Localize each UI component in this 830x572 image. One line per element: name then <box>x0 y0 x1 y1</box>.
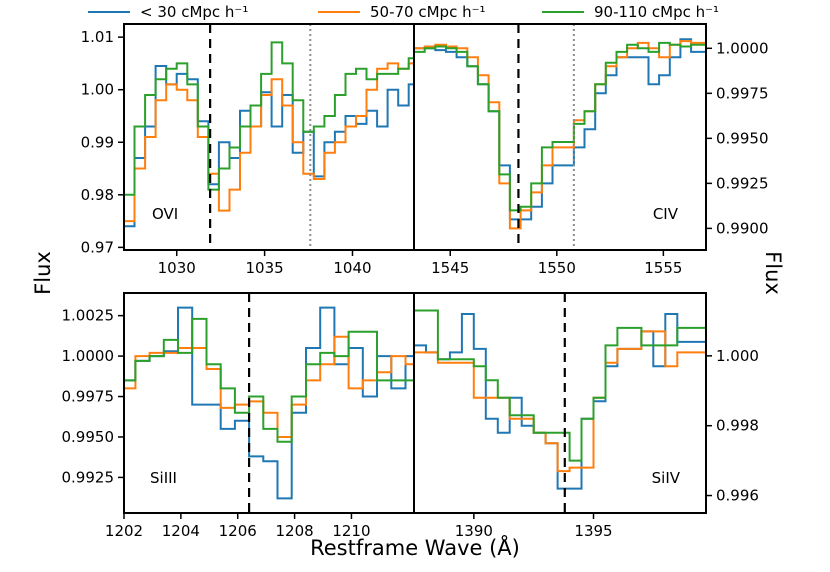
y-tick-label-civ: 0.9925 <box>716 174 769 192</box>
panel-civ: 1545 1550 1555 0.9900 0.9925 0.9950 0.9975 1.00… <box>413 23 769 277</box>
series-line-civ-1 <box>414 40 706 230</box>
y-tick-label-ovi: 0.97 <box>81 238 114 256</box>
x-tick-label-siiv: 1390 <box>455 522 493 540</box>
y-tick-label-siii: 1.0025 <box>62 307 115 325</box>
series-line-siiv-1 <box>414 330 706 473</box>
x-tick-label-ovi: 1035 <box>246 259 284 277</box>
y-tick-label-ovi: 0.98 <box>81 186 114 204</box>
panel-label-civ: CIV <box>653 205 679 223</box>
series-line-siii-2 <box>124 317 414 443</box>
series-line-siiv-0 <box>414 313 706 490</box>
y-tick-label-siii: 0.9950 <box>62 428 115 446</box>
x-tick-label-ovi: 1040 <box>333 259 371 277</box>
legend-label-orange: 50-70 cMpc h⁻¹ <box>370 3 486 21</box>
series-line-civ-0 <box>414 38 706 221</box>
panel-siiv: 1390 1395 0.996 0.998 1.000 SiIV <box>413 292 759 540</box>
y-tick-label-civ: 0.9900 <box>716 219 769 237</box>
legend-label-blue: < 30 cMpc h⁻¹ <box>140 3 248 21</box>
y-tick-label-siii: 1.0000 <box>62 347 115 365</box>
y-tick-label-siiv: 0.998 <box>716 417 759 435</box>
y-tick-label-civ: 0.9950 <box>716 129 769 147</box>
x-tick-label-civ: 1545 <box>431 259 469 277</box>
plot-area-siii <box>124 306 414 500</box>
x-tick-label-civ: 1550 <box>538 259 576 277</box>
panel-label-siii: SiIII <box>150 469 177 487</box>
series-line-siiv-2 <box>414 309 706 462</box>
y-tick-label-ovi: 1.01 <box>81 28 114 46</box>
x-tick-label-siiv: 1395 <box>574 522 612 540</box>
y-tick-label-civ: 1.0000 <box>716 39 769 57</box>
y-tick-label-siiv: 1.000 <box>716 347 759 365</box>
y-tick-label-siii: 0.9925 <box>62 468 115 486</box>
y-tick-label-siiv: 0.996 <box>716 487 759 505</box>
series-line-civ-2 <box>414 41 706 212</box>
x-tick-label-siii: 1204 <box>162 522 200 540</box>
y-tick-label-ovi: 0.99 <box>81 133 114 151</box>
plot-area-civ <box>414 38 706 230</box>
x-tick-label-siii: 1210 <box>332 522 370 540</box>
series-line-ovi-2 <box>124 41 414 196</box>
x-tick-label-siii: 1202 <box>105 522 143 540</box>
series-line-ovi-1 <box>124 62 414 223</box>
x-axis-label: Restframe Wave (Å) <box>310 534 520 560</box>
panel-label-ovi: OVI <box>152 205 178 223</box>
panel-label-siiv: SiIV <box>652 469 681 487</box>
y-axis-label-right: Flux <box>761 251 785 295</box>
y-tick-label-siii: 0.9975 <box>62 388 115 406</box>
axes-frame-civ <box>413 23 707 251</box>
axes-frame-siiv <box>413 292 707 514</box>
series-line-siii-0 <box>124 306 414 500</box>
x-tick-label-ovi: 1030 <box>158 259 196 277</box>
x-tick-label-civ: 1555 <box>644 259 682 277</box>
y-axis-label-left: Flux <box>31 251 55 295</box>
panel-siii: 1202 1204 1206 1208 1210 0.9925 0.9950 0.9975 1.… <box>62 292 415 540</box>
y-tick-label-ovi: 1.00 <box>81 81 114 99</box>
panel-ovi: 1030 1035 1040 0.97 0.98 0.99 1.00 1.01 OVI <box>81 23 415 277</box>
plot-area-siiv <box>414 309 706 490</box>
plot-area-ovi <box>124 41 414 228</box>
x-tick-label-siii: 1206 <box>219 522 257 540</box>
x-tick-label-siii: 1208 <box>275 522 313 540</box>
series-line-ovi-0 <box>124 65 414 228</box>
legend-label-green: 90-110 cMpc h⁻¹ <box>594 3 719 21</box>
legend: < 30 cMpc h⁻¹ 50-70 cMpc h⁻¹ 90-110 cMpc… <box>88 3 719 21</box>
y-tick-label-civ: 0.9975 <box>716 84 769 102</box>
